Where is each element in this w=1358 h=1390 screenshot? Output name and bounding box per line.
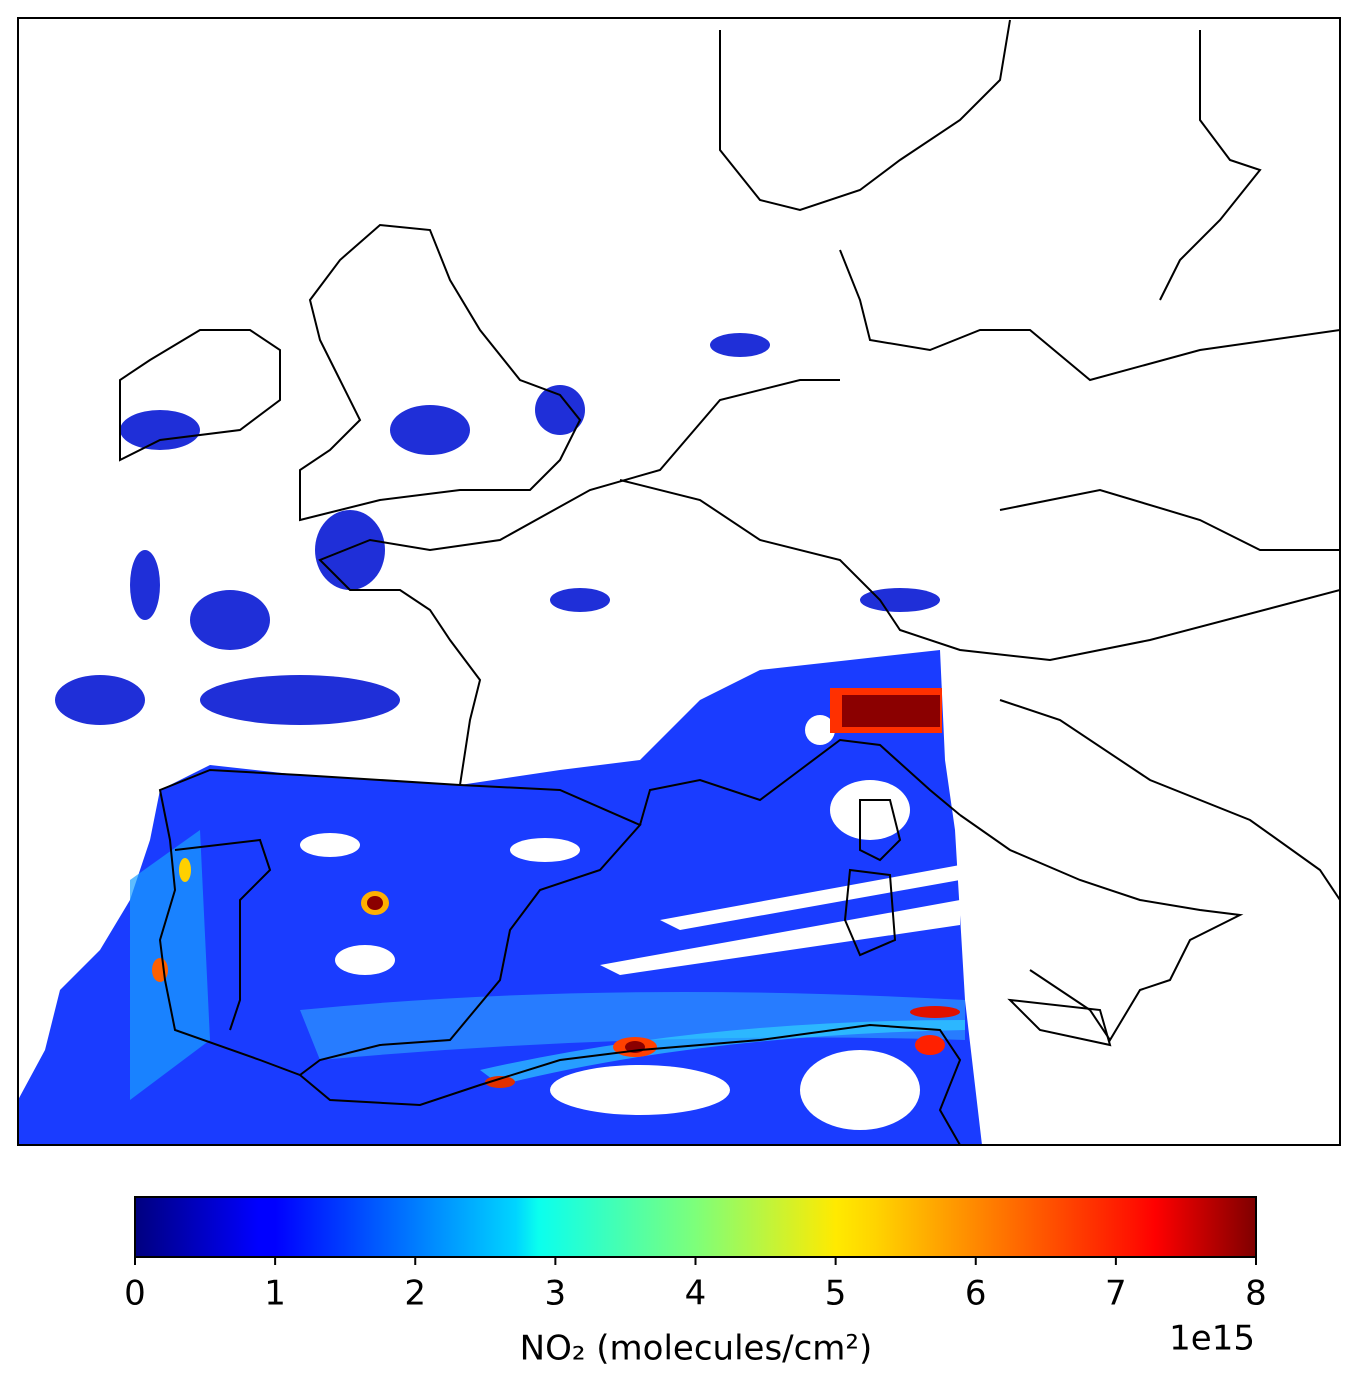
tick-label: 8 [1245, 1274, 1267, 1314]
tick-label: 6 [965, 1274, 987, 1314]
hotspots [152, 688, 960, 1088]
tick-label: 0 [124, 1274, 146, 1314]
no2-band [130, 830, 210, 1100]
tick-label: 4 [685, 1274, 707, 1314]
colorbar-offset: 1e15 [1169, 1319, 1255, 1359]
map [18, 18, 1340, 1145]
tick-label: 5 [825, 1274, 847, 1314]
tick-label: 3 [545, 1274, 567, 1314]
no2-patches [55, 333, 940, 725]
map-frame [17, 17, 1341, 1146]
tick-label: 7 [1105, 1274, 1127, 1314]
cloud-gaps [300, 715, 960, 1130]
coastlines [119, 19, 1340, 1145]
colorbar [134, 1196, 1257, 1258]
tick-label: 2 [404, 1274, 426, 1314]
tick-label: 1 [264, 1274, 286, 1314]
no2-band [480, 1020, 965, 1085]
colorbar-label: NO₂ (molecules/cm²) [520, 1329, 873, 1369]
no2-band [300, 992, 965, 1060]
